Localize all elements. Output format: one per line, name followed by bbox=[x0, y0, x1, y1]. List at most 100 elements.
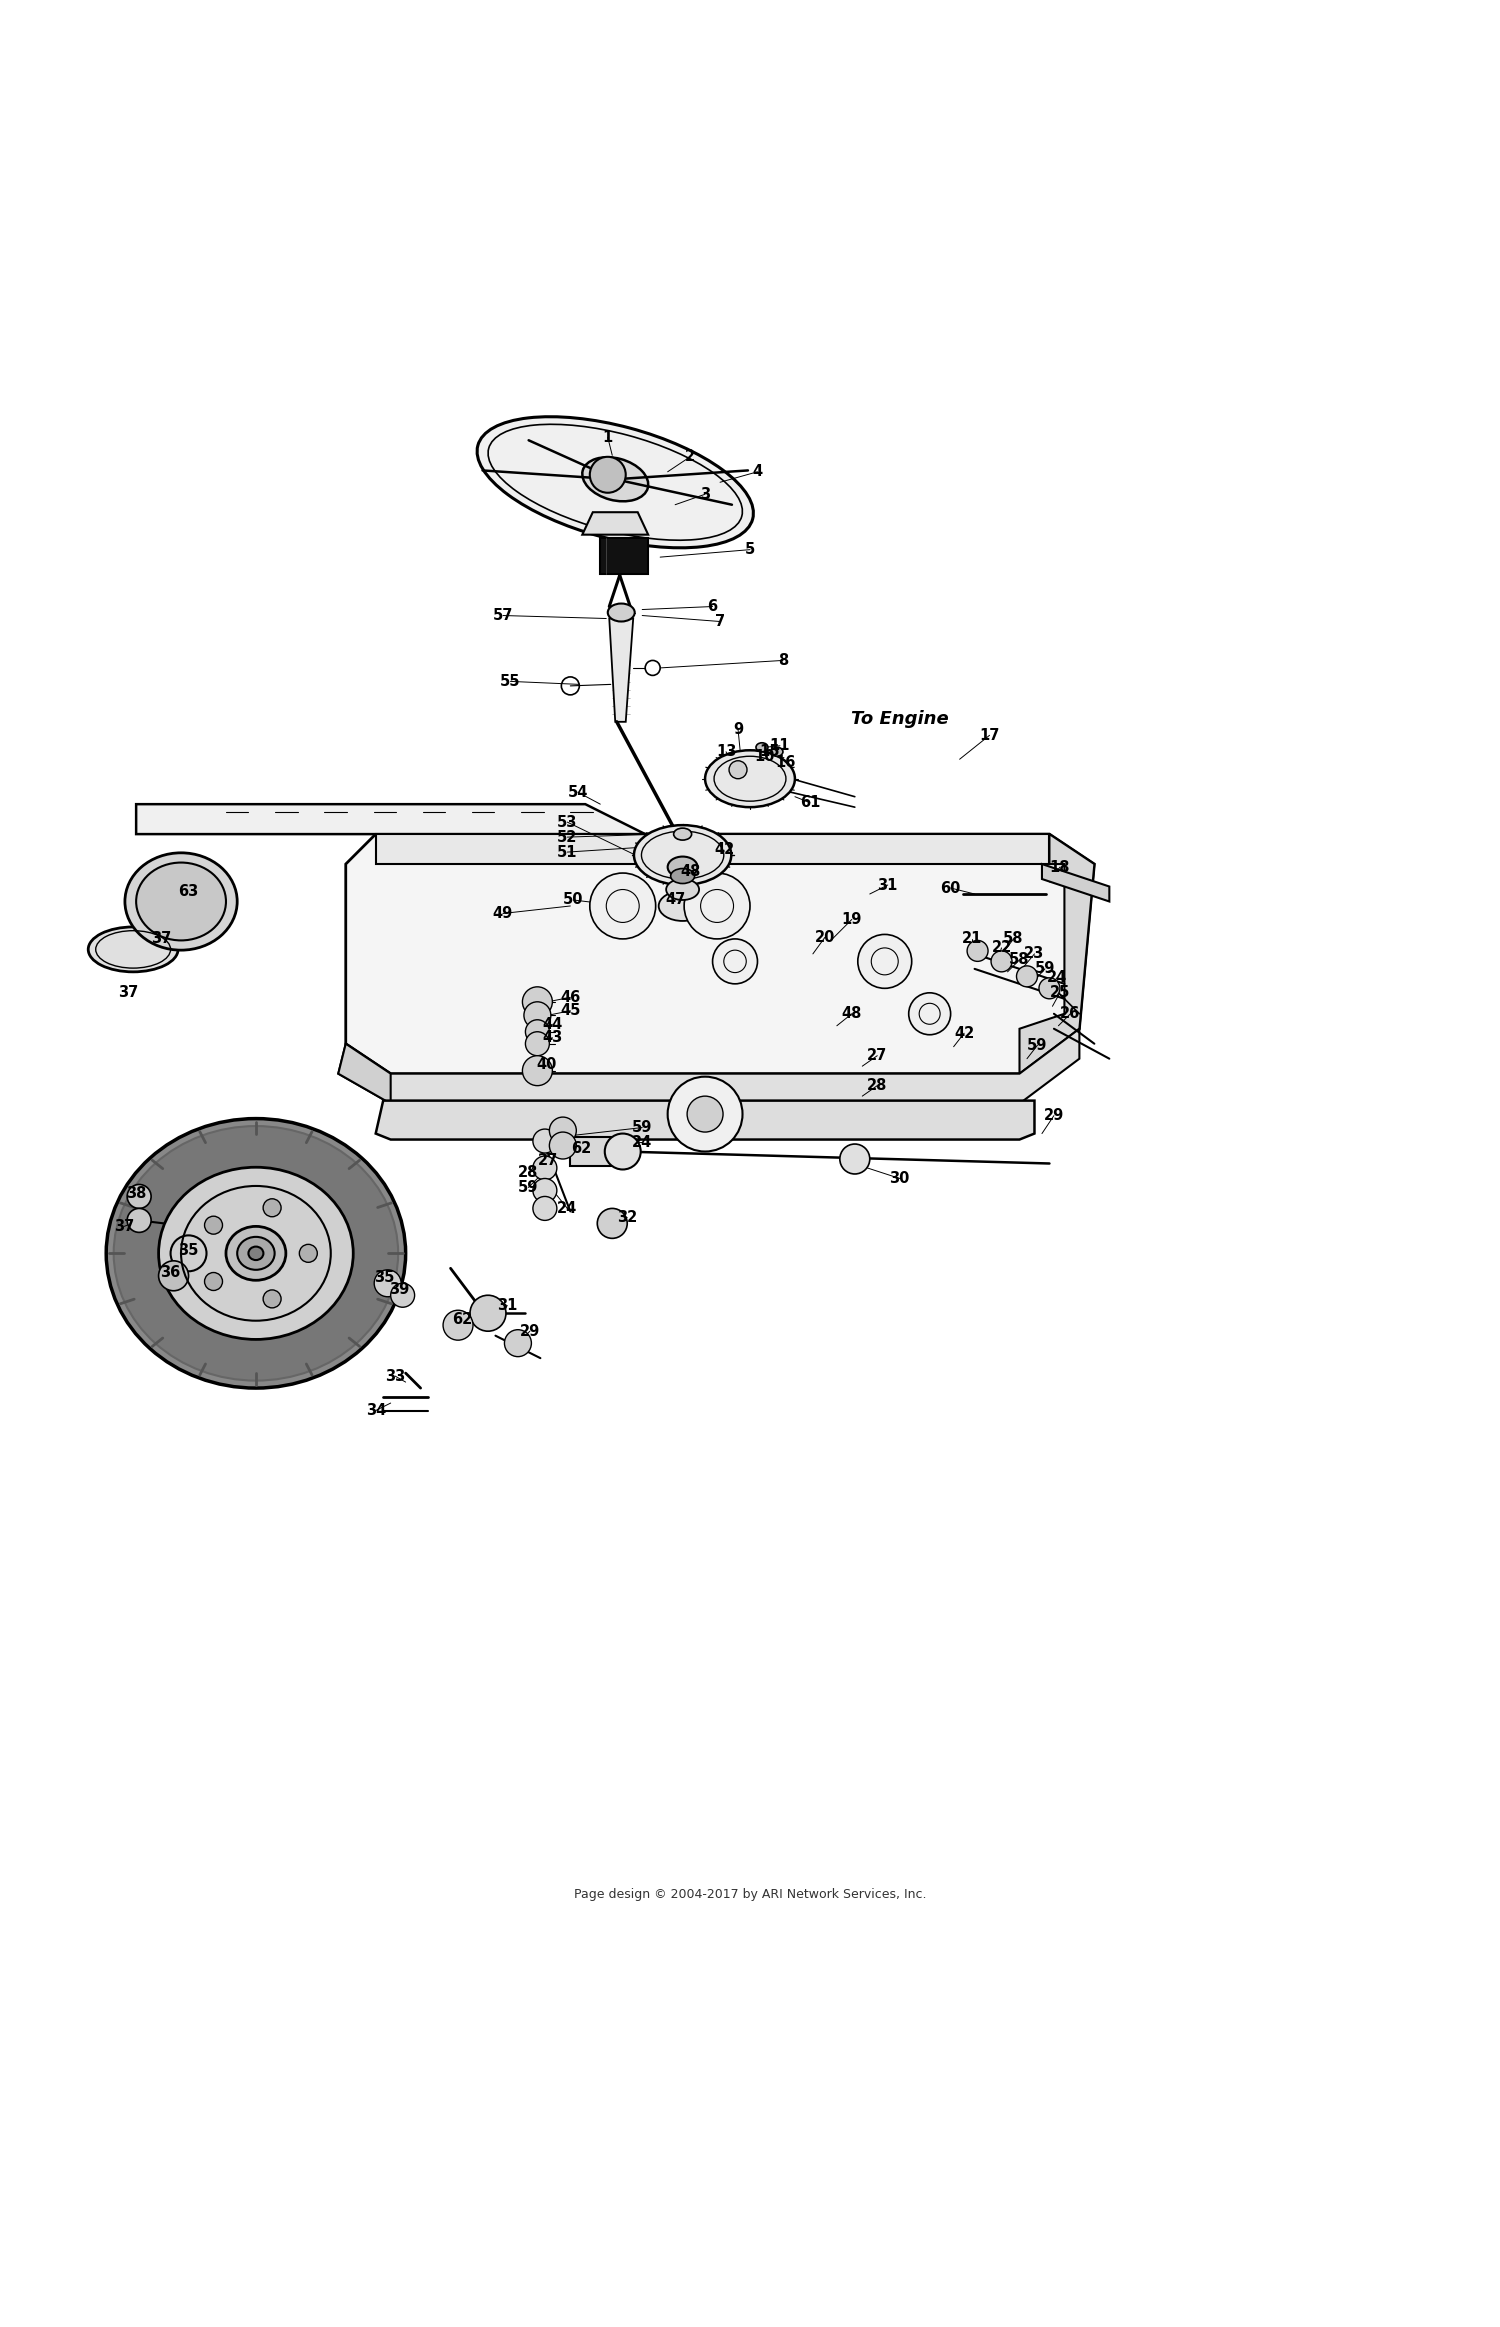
Circle shape bbox=[668, 1077, 742, 1152]
Text: 24: 24 bbox=[556, 1201, 578, 1217]
Text: 20: 20 bbox=[815, 931, 836, 945]
Polygon shape bbox=[570, 1136, 622, 1166]
Circle shape bbox=[504, 1329, 531, 1357]
Polygon shape bbox=[582, 512, 648, 535]
Circle shape bbox=[604, 1133, 640, 1170]
Polygon shape bbox=[339, 1045, 390, 1103]
Circle shape bbox=[128, 1184, 152, 1208]
Ellipse shape bbox=[106, 1119, 405, 1389]
Text: 35: 35 bbox=[375, 1271, 394, 1285]
Circle shape bbox=[470, 1296, 506, 1331]
Circle shape bbox=[128, 1208, 152, 1233]
Text: 15: 15 bbox=[759, 745, 780, 759]
Text: 11: 11 bbox=[770, 738, 790, 754]
Text: 2: 2 bbox=[686, 449, 694, 465]
Circle shape bbox=[524, 1003, 550, 1029]
Circle shape bbox=[1017, 966, 1038, 987]
Circle shape bbox=[390, 1282, 414, 1308]
Polygon shape bbox=[600, 538, 648, 572]
Circle shape bbox=[687, 1096, 723, 1131]
Text: 30: 30 bbox=[890, 1170, 910, 1187]
Ellipse shape bbox=[608, 603, 634, 621]
Circle shape bbox=[532, 1177, 556, 1203]
Circle shape bbox=[840, 1145, 870, 1175]
Text: 43: 43 bbox=[542, 1031, 562, 1045]
Text: 33: 33 bbox=[386, 1368, 405, 1385]
Circle shape bbox=[262, 1289, 280, 1308]
Text: 58: 58 bbox=[1010, 952, 1029, 968]
Text: 5: 5 bbox=[746, 542, 754, 556]
Text: 16: 16 bbox=[776, 754, 796, 770]
Text: 27: 27 bbox=[537, 1152, 558, 1168]
Circle shape bbox=[171, 1236, 207, 1271]
Ellipse shape bbox=[88, 926, 178, 973]
Circle shape bbox=[992, 952, 1012, 973]
Text: Page design © 2004-2017 by ARI Network Services, Inc.: Page design © 2004-2017 by ARI Network S… bbox=[573, 1887, 926, 1901]
Ellipse shape bbox=[666, 880, 699, 901]
Polygon shape bbox=[609, 619, 633, 721]
Text: 46: 46 bbox=[560, 989, 580, 1005]
Circle shape bbox=[549, 1131, 576, 1159]
Text: 36: 36 bbox=[160, 1266, 180, 1280]
Text: 49: 49 bbox=[494, 905, 513, 921]
Polygon shape bbox=[375, 833, 1050, 863]
Circle shape bbox=[858, 935, 912, 989]
Text: 27: 27 bbox=[867, 1047, 888, 1063]
Text: 38: 38 bbox=[126, 1187, 147, 1201]
Text: 10: 10 bbox=[754, 749, 776, 763]
Circle shape bbox=[909, 994, 951, 1036]
Circle shape bbox=[532, 1129, 556, 1152]
Ellipse shape bbox=[668, 856, 698, 877]
Ellipse shape bbox=[114, 1126, 398, 1380]
Text: 62: 62 bbox=[570, 1140, 591, 1157]
Ellipse shape bbox=[771, 747, 783, 756]
Text: 60: 60 bbox=[940, 880, 962, 896]
Circle shape bbox=[522, 1056, 552, 1087]
Polygon shape bbox=[375, 1101, 1035, 1140]
Text: 48: 48 bbox=[680, 863, 700, 880]
Circle shape bbox=[442, 1310, 472, 1340]
Text: 28: 28 bbox=[867, 1077, 888, 1094]
Polygon shape bbox=[346, 833, 1095, 1073]
Ellipse shape bbox=[124, 852, 237, 949]
Circle shape bbox=[159, 1261, 189, 1291]
Text: 61: 61 bbox=[800, 796, 820, 810]
Text: 45: 45 bbox=[560, 1003, 580, 1019]
Text: 35: 35 bbox=[178, 1243, 198, 1259]
Circle shape bbox=[374, 1271, 400, 1296]
Text: 59: 59 bbox=[518, 1180, 538, 1196]
Text: 13: 13 bbox=[716, 745, 736, 759]
Text: 8: 8 bbox=[778, 654, 788, 668]
Text: 54: 54 bbox=[567, 784, 588, 800]
Circle shape bbox=[1040, 977, 1060, 998]
Text: 52: 52 bbox=[556, 831, 578, 845]
Ellipse shape bbox=[658, 891, 706, 921]
Ellipse shape bbox=[249, 1247, 264, 1261]
Text: 39: 39 bbox=[390, 1282, 410, 1296]
Text: 44: 44 bbox=[542, 1017, 562, 1031]
Text: 29: 29 bbox=[1044, 1108, 1064, 1124]
Text: 22: 22 bbox=[992, 940, 1011, 956]
Text: 4: 4 bbox=[753, 465, 762, 479]
Circle shape bbox=[204, 1273, 222, 1291]
Text: 50: 50 bbox=[562, 894, 584, 908]
Polygon shape bbox=[1020, 833, 1095, 1073]
Text: 28: 28 bbox=[518, 1166, 538, 1180]
Circle shape bbox=[204, 1217, 222, 1233]
Text: 32: 32 bbox=[616, 1210, 638, 1224]
Text: 3: 3 bbox=[700, 486, 709, 503]
Text: 59: 59 bbox=[632, 1119, 652, 1136]
Circle shape bbox=[532, 1196, 556, 1219]
Text: 1: 1 bbox=[603, 430, 613, 444]
Text: 31: 31 bbox=[878, 877, 898, 894]
Text: 29: 29 bbox=[520, 1324, 540, 1338]
Circle shape bbox=[597, 1208, 627, 1238]
Ellipse shape bbox=[159, 1168, 352, 1340]
Ellipse shape bbox=[582, 456, 648, 500]
Text: 58: 58 bbox=[1004, 931, 1025, 947]
Text: 37: 37 bbox=[152, 931, 171, 947]
Text: 26: 26 bbox=[1060, 1005, 1080, 1022]
Ellipse shape bbox=[705, 749, 795, 807]
Text: To Engine: To Engine bbox=[850, 710, 948, 728]
Ellipse shape bbox=[226, 1226, 286, 1280]
